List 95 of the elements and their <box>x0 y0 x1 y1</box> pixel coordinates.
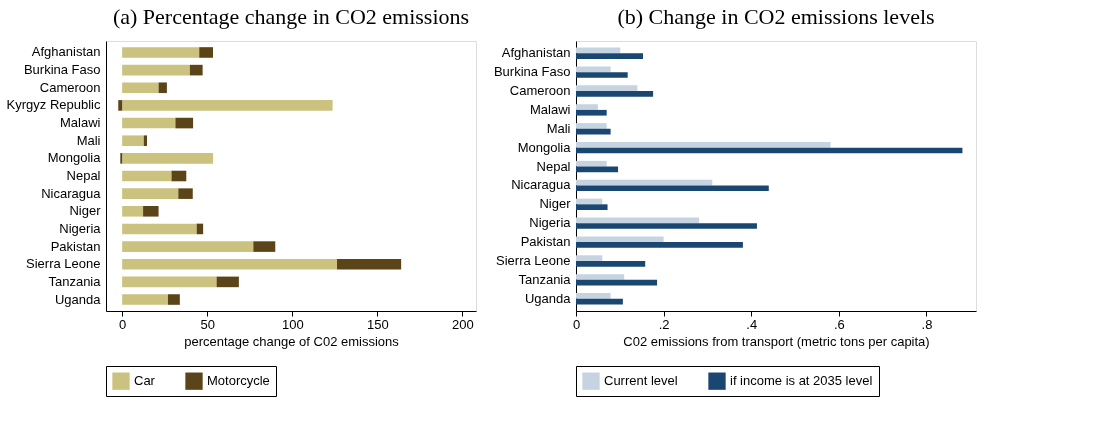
x-axis-title: percentage change of C02 emissions <box>184 333 400 349</box>
bar <box>576 223 757 229</box>
y-tick-label: Burkina Faso <box>493 64 571 80</box>
y-tick-label: Malawi <box>60 115 101 131</box>
chart-title: (b) Change in CO2 emissions levels <box>617 4 935 29</box>
y-tick-label: Nepal <box>536 158 571 174</box>
bar <box>167 294 180 305</box>
y-tick-label: Burkina Faso <box>23 62 101 78</box>
bar <box>253 241 276 252</box>
bar <box>189 64 203 76</box>
bar <box>175 117 194 129</box>
y-tick-label: Pakistan <box>520 234 571 250</box>
bar <box>122 47 200 58</box>
x-tick-label: 150 <box>366 316 389 332</box>
y-tick-label: Mali <box>546 120 571 136</box>
bar <box>576 204 608 210</box>
bar <box>122 117 176 129</box>
bar <box>122 170 172 182</box>
bar <box>143 206 159 217</box>
bar <box>576 123 607 129</box>
bar <box>122 223 197 235</box>
bar <box>122 153 213 164</box>
bar <box>122 100 333 111</box>
bar <box>576 142 831 148</box>
bar <box>122 294 168 305</box>
bar <box>576 66 611 73</box>
x-tick-label: 100 <box>281 316 304 332</box>
bar <box>199 47 213 58</box>
bar <box>216 276 239 288</box>
bar <box>576 236 664 243</box>
bar <box>576 185 769 192</box>
legend-label: if income is at 2035 level <box>730 373 873 389</box>
bar <box>576 260 646 267</box>
y-tick-label: Kyrgyz Republic <box>6 97 101 113</box>
x-tick-label: 0 <box>572 316 581 332</box>
bar <box>576 104 598 110</box>
y-tick-label: Tanzania <box>48 273 102 289</box>
bar <box>171 170 187 182</box>
bar <box>576 293 611 299</box>
y-tick-label: Afghanistan <box>501 45 571 61</box>
y-tick-label: Nicaragua <box>41 185 102 201</box>
y-tick-label: Nigeria <box>59 220 102 236</box>
bar <box>158 82 167 94</box>
y-tick-label: Sierra Leone <box>496 252 571 268</box>
y-tick-label: Nicaragua <box>511 177 572 193</box>
bar <box>576 274 625 280</box>
bar <box>122 64 190 76</box>
bar <box>122 241 254 252</box>
x-tick-label: 200 <box>452 316 474 332</box>
chart-title: (a) Percentage change in CO2 emissions <box>112 4 470 29</box>
bar <box>118 100 123 111</box>
x-tick-label: 0 <box>119 316 127 332</box>
bar <box>576 279 658 286</box>
bar <box>576 160 607 167</box>
y-tick-label: Niger <box>69 203 102 219</box>
x-tick-label: .4 <box>746 316 758 332</box>
bar <box>576 53 644 59</box>
bar <box>122 258 338 270</box>
bar <box>576 91 654 97</box>
y-tick-label: Cameroon <box>39 79 101 95</box>
y-tick-label: Mongolia <box>47 150 102 166</box>
bar <box>576 85 638 92</box>
y-tick-label: Pakistan <box>50 238 101 254</box>
bar <box>143 135 147 146</box>
y-tick-label: Malawi <box>530 101 571 117</box>
bar <box>122 135 144 146</box>
x-axis-title: C02 emissions from transport (metric tons per capita) <box>623 333 930 349</box>
y-tick-label: Sierra Leone <box>26 256 101 272</box>
y-tick-label: Afghanistan <box>31 44 101 60</box>
bar <box>576 242 743 248</box>
bar <box>576 255 603 261</box>
y-tick-label: Nepal <box>66 168 101 183</box>
y-tick-label: Uganda <box>524 290 572 306</box>
y-tick-label: Niger <box>539 196 572 212</box>
legend-label: Current level <box>604 373 678 389</box>
x-tick-label: .2 <box>658 316 670 332</box>
bar <box>122 188 179 199</box>
legend-label: Motorcycle <box>207 373 270 389</box>
x-tick-label: .6 <box>833 316 845 332</box>
y-tick-label: Nigeria <box>529 215 572 231</box>
bar <box>122 206 144 217</box>
legend-label: Car <box>134 373 156 389</box>
y-tick-label: Cameroon <box>509 83 571 99</box>
bar <box>122 276 217 288</box>
y-tick-label: Uganda <box>54 291 102 307</box>
y-tick-label: Mongolia <box>517 139 572 155</box>
bar <box>122 82 159 94</box>
bar <box>576 72 628 78</box>
x-tick-label: 50 <box>200 316 215 332</box>
bar <box>576 109 607 116</box>
bar <box>337 258 402 270</box>
y-tick-label: Tanzania <box>518 271 572 287</box>
x-tick-label: .8 <box>921 316 933 332</box>
y-tick-label: Mali <box>76 132 101 148</box>
bar <box>178 188 193 199</box>
